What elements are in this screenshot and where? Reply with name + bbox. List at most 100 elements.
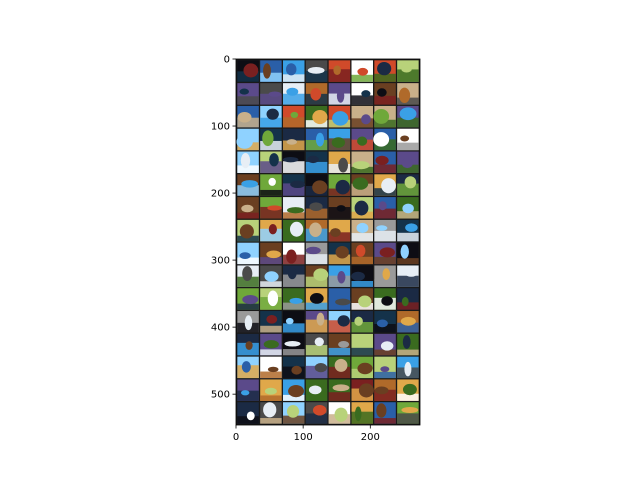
image-thumbnail: [373, 128, 396, 151]
thumbnail-subject: [405, 223, 418, 232]
thumbnail-subject: [351, 271, 365, 281]
thumbnail-ground: [351, 347, 373, 356]
thumbnail-ground: [351, 280, 373, 287]
thumbnail-subject: [354, 406, 362, 422]
thumbnail-ground: [305, 319, 328, 333]
image-thumbnail: [260, 151, 282, 173]
thumbnail-ground: [374, 230, 396, 242]
thumbnail-ground: [328, 232, 351, 242]
thumbnail-subject: [338, 340, 350, 348]
image-thumbnail: [328, 105, 351, 128]
thumbnail-ground: [374, 279, 396, 287]
image-thumbnail: [374, 151, 396, 173]
image-thumbnail: [283, 219, 305, 242]
thumbnail-subject: [401, 65, 412, 73]
image-thumbnail: [237, 333, 259, 356]
image-thumbnail: [351, 265, 373, 287]
image-thumbnail: [351, 288, 373, 310]
image-thumbnail: [260, 265, 282, 287]
image-thumbnail: [351, 105, 373, 128]
thumbnail-ground: [397, 322, 419, 333]
thumbnail-subject: [375, 155, 389, 165]
axes-frame: [235, 58, 421, 426]
image-thumbnail: [351, 174, 373, 196]
image-thumbnail: [237, 219, 259, 242]
image-thumbnail: [236, 128, 259, 151]
thumbnail-subject: [290, 180, 306, 189]
thumbnail-ground: [237, 416, 259, 424]
thumbnail-ground: [305, 120, 328, 128]
thumbnail-subject: [332, 384, 350, 392]
image-thumbnail: [305, 151, 328, 173]
thumbnail-ground: [351, 95, 373, 105]
image-thumbnail: [283, 265, 305, 287]
thumbnail-ground: [283, 140, 305, 151]
image-thumbnail: [374, 333, 396, 356]
image-thumbnail: [305, 197, 328, 219]
thumbnail-subject: [263, 402, 277, 418]
thumbnail-ground: [397, 302, 419, 310]
thumbnail-subject: [331, 137, 346, 148]
thumbnail-subject: [310, 87, 322, 101]
thumbnail-ground: [397, 69, 419, 82]
thumbnail-subject: [401, 157, 413, 169]
thumbnail-ground: [351, 233, 373, 242]
thumbnail-subject: [286, 139, 298, 145]
image-thumbnail: [283, 333, 305, 356]
image-thumbnail: [397, 288, 419, 310]
thumbnail-ground: [237, 303, 259, 310]
thumbnail-subject: [382, 268, 391, 280]
thumbnail-ground: [328, 392, 351, 401]
thumbnail-ground: [283, 415, 305, 424]
thumbnail-subject: [245, 341, 253, 350]
x-axis: 0 100 200: [233, 425, 380, 443]
image-thumbnail: [237, 151, 259, 173]
image-thumbnail: [397, 333, 419, 356]
thumbnail-ground: [237, 185, 259, 196]
thumbnail-subject: [352, 177, 369, 190]
y-tick-label: 300: [211, 256, 230, 267]
image-thumbnail: [397, 242, 419, 265]
thumbnail-subject: [269, 153, 279, 167]
image-thumbnail: [283, 288, 305, 310]
thumbnail-ground: [351, 166, 373, 173]
thumbnail-subject: [380, 341, 394, 351]
y-tick-label: 400: [211, 323, 230, 334]
thumbnail-ground: [397, 211, 419, 219]
image-thumbnail: [328, 151, 351, 173]
thumbnail-subject: [316, 312, 325, 326]
image-thumbnail: [305, 311, 328, 333]
thumbnail-ground: [237, 212, 259, 219]
thumbnail-subject: [377, 61, 392, 76]
thumbnail-subject: [314, 337, 324, 347]
image-thumbnail: [374, 219, 396, 242]
thumbnail-subject: [402, 335, 411, 349]
image-thumbnail: [328, 128, 351, 151]
thumbnail-subject: [381, 178, 396, 194]
thumbnail-ground: [237, 96, 259, 105]
thumbnail-subject: [285, 317, 294, 325]
image-thumbnail: [237, 379, 259, 401]
thumbnail-subject: [312, 180, 328, 195]
thumbnail-ground: [374, 164, 396, 173]
x-tick-label: 100: [294, 432, 313, 443]
thumbnail-subject: [335, 245, 349, 259]
thumbnail-subject: [373, 109, 390, 124]
image-thumbnail: [305, 219, 328, 242]
thumbnail-subject: [289, 221, 304, 237]
thumbnail-ground: [260, 117, 282, 128]
image-thumbnail: [397, 151, 419, 173]
thumbnail-ground: [283, 394, 305, 401]
thumbnail-subject: [333, 65, 341, 75]
thumbnail-ground: [260, 349, 282, 356]
thumbnail-ground: [328, 347, 351, 356]
thumbnail-subject: [361, 90, 371, 98]
image-thumbnail: [328, 83, 351, 105]
image-thumbnail: [237, 174, 259, 196]
thumbnail-ground: [374, 371, 396, 379]
image-thumbnail: [305, 83, 328, 105]
image-thumbnail: [237, 265, 259, 287]
image-thumbnail: [305, 379, 328, 401]
image-thumbnail: [237, 242, 259, 265]
image-thumbnail: [328, 242, 351, 265]
